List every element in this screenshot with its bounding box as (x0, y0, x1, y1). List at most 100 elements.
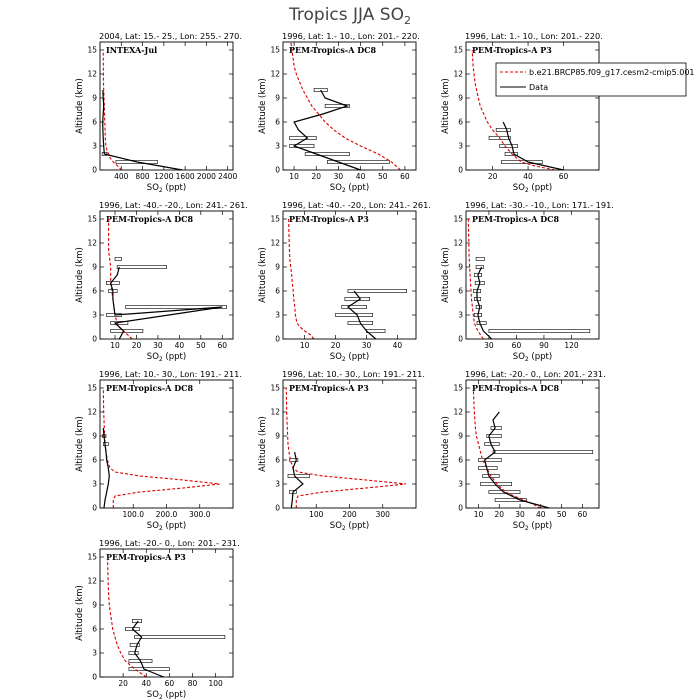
y-tick-label: 15 (270, 46, 280, 55)
plot-frame (282, 379, 417, 509)
y-tick-label: 3 (92, 480, 97, 489)
x-tick-label: 80 (188, 679, 198, 688)
y-tick-label: 15 (87, 553, 97, 562)
x-axis-label: SO2 (ppt) (513, 352, 552, 363)
y-tick-label: 0 (458, 504, 463, 513)
error-bar (287, 474, 310, 478)
plot-frame (99, 210, 234, 340)
error-bar (504, 152, 518, 156)
figure-title: Tropics JJA SO2 (288, 5, 411, 27)
y-tick-label: 3 (458, 142, 463, 151)
y-tick-label: 15 (270, 215, 280, 224)
x-tick-label: 120 (564, 341, 579, 350)
x-tick-label: 1200 (154, 172, 173, 181)
y-tick-label: 0 (458, 335, 463, 344)
y-tick-label: 6 (458, 287, 463, 296)
error-bar (478, 466, 498, 470)
error-bar (495, 128, 511, 132)
x-axis-label: SO2 (ppt) (330, 352, 369, 363)
x-axis-label-subscript: 2 (525, 356, 529, 363)
x-tick-label: 100.0 (123, 510, 145, 519)
legend-box (495, 62, 687, 97)
x-tick-label: 10 (300, 341, 310, 350)
y-tick-label: 6 (458, 118, 463, 127)
figure-title-subscript: 2 (404, 14, 411, 27)
x-axis-label-main: SO (330, 352, 342, 362)
x-tick-label: 400 (114, 172, 129, 181)
y-tick-label: 12 (453, 70, 463, 79)
y-tick-label: 12 (87, 70, 97, 79)
y-tick-label: 12 (87, 577, 97, 586)
error-bar (106, 281, 120, 285)
error-bar (103, 442, 109, 446)
campaign-label: PEM-Tropics-A P3 (106, 552, 186, 562)
y-axis-label: Altitude (km) (441, 247, 451, 303)
x-axis-label-subscript: 2 (525, 525, 529, 532)
y-axis-label: Altitude (km) (75, 416, 85, 472)
error-bar (125, 627, 140, 631)
plot-frame (465, 379, 600, 509)
x-tick-label: 40 (536, 510, 546, 519)
observed-profile-line (102, 427, 110, 509)
y-tick-label: 9 (458, 263, 463, 272)
x-tick-label: 10 (474, 510, 484, 519)
y-tick-label: 9 (458, 432, 463, 441)
panel-1: 2004, Lat: 15.- 25., Lon: 255.- 270. INTE… (75, 31, 242, 194)
y-tick-label: 0 (275, 166, 280, 175)
plot-frame (99, 379, 234, 509)
panel-6: 1996, Lat: -30.- -10., Lon: 171.- 191. PE… (441, 200, 614, 363)
x-tick-label: 30 (334, 172, 344, 181)
y-tick-label: 3 (92, 311, 97, 320)
y-tick-label: 15 (87, 384, 97, 393)
y-tick-label: 6 (92, 625, 97, 634)
model-profile-line (288, 218, 315, 340)
y-tick-label: 12 (453, 408, 463, 417)
y-tick-label: 9 (275, 94, 280, 103)
y-tick-label: 12 (270, 70, 280, 79)
error-bar (476, 321, 487, 325)
y-tick-label: 3 (275, 142, 280, 151)
x-tick-label: 60 (218, 341, 228, 350)
error-bar (335, 313, 373, 317)
y-tick-label: 0 (275, 335, 280, 344)
x-tick-label: 200 (342, 510, 357, 519)
y-tick-label: 12 (453, 239, 463, 248)
panel-grid: 2004, Lat: 15.- 25., Lon: 255.- 270. INTE… (75, 31, 614, 700)
panel-header: 1996, Lat: -20.- 0., Lon: 201.- 231. (99, 538, 240, 548)
error-bar (478, 458, 502, 462)
x-tick-label: 60 (578, 510, 588, 519)
y-tick-label: 15 (453, 46, 463, 55)
y-tick-label: 15 (87, 46, 97, 55)
x-axis-label: SO2 (ppt) (330, 183, 369, 194)
x-axis-label-unit: (ppt) (163, 352, 186, 362)
panel-header: 1996, Lat: 1.- 10., Lon: 201.- 220. (282, 31, 420, 41)
error-bar (344, 297, 370, 301)
x-axis-label-unit: (ppt) (529, 183, 552, 193)
y-tick-label: 3 (458, 480, 463, 489)
error-bar (116, 265, 167, 269)
observed-profile-line (476, 266, 493, 340)
x-axis-label: SO2 (ppt) (147, 352, 186, 363)
x-axis-label-unit: (ppt) (163, 183, 186, 193)
panel-header: 1996, Lat: 1.- 10., Lon: 201.- 220. (465, 31, 603, 41)
y-tick-label: 6 (92, 287, 97, 296)
error-bar (490, 426, 502, 430)
y-axis-label: Altitude (km) (258, 247, 268, 303)
panel-header: 1996, Lat: -40.- -20., Lon: 241.- 261. (99, 200, 248, 210)
legend: b.e21.BRCP85.f09_g17.cesm2-cmip5.001 Dat… (495, 62, 695, 97)
error-bar (128, 667, 170, 671)
x-tick-label: 40 (141, 679, 151, 688)
y-tick-label: 0 (458, 166, 463, 175)
x-axis-label-main: SO (330, 521, 342, 531)
y-tick-label: 12 (87, 408, 97, 417)
x-axis-label-main: SO (513, 521, 525, 531)
model-profile-line (472, 387, 542, 509)
x-axis-label-subscript: 2 (342, 356, 346, 363)
error-bar (114, 257, 122, 261)
x-tick-label: 20 (132, 341, 142, 350)
error-bar (499, 144, 518, 148)
panel-header: 1996, Lat: -20.- 0., Lon: 201.- 231. (465, 369, 606, 379)
x-tick-label: 100 (208, 679, 223, 688)
error-bar (347, 289, 408, 293)
y-tick-label: 6 (275, 287, 280, 296)
